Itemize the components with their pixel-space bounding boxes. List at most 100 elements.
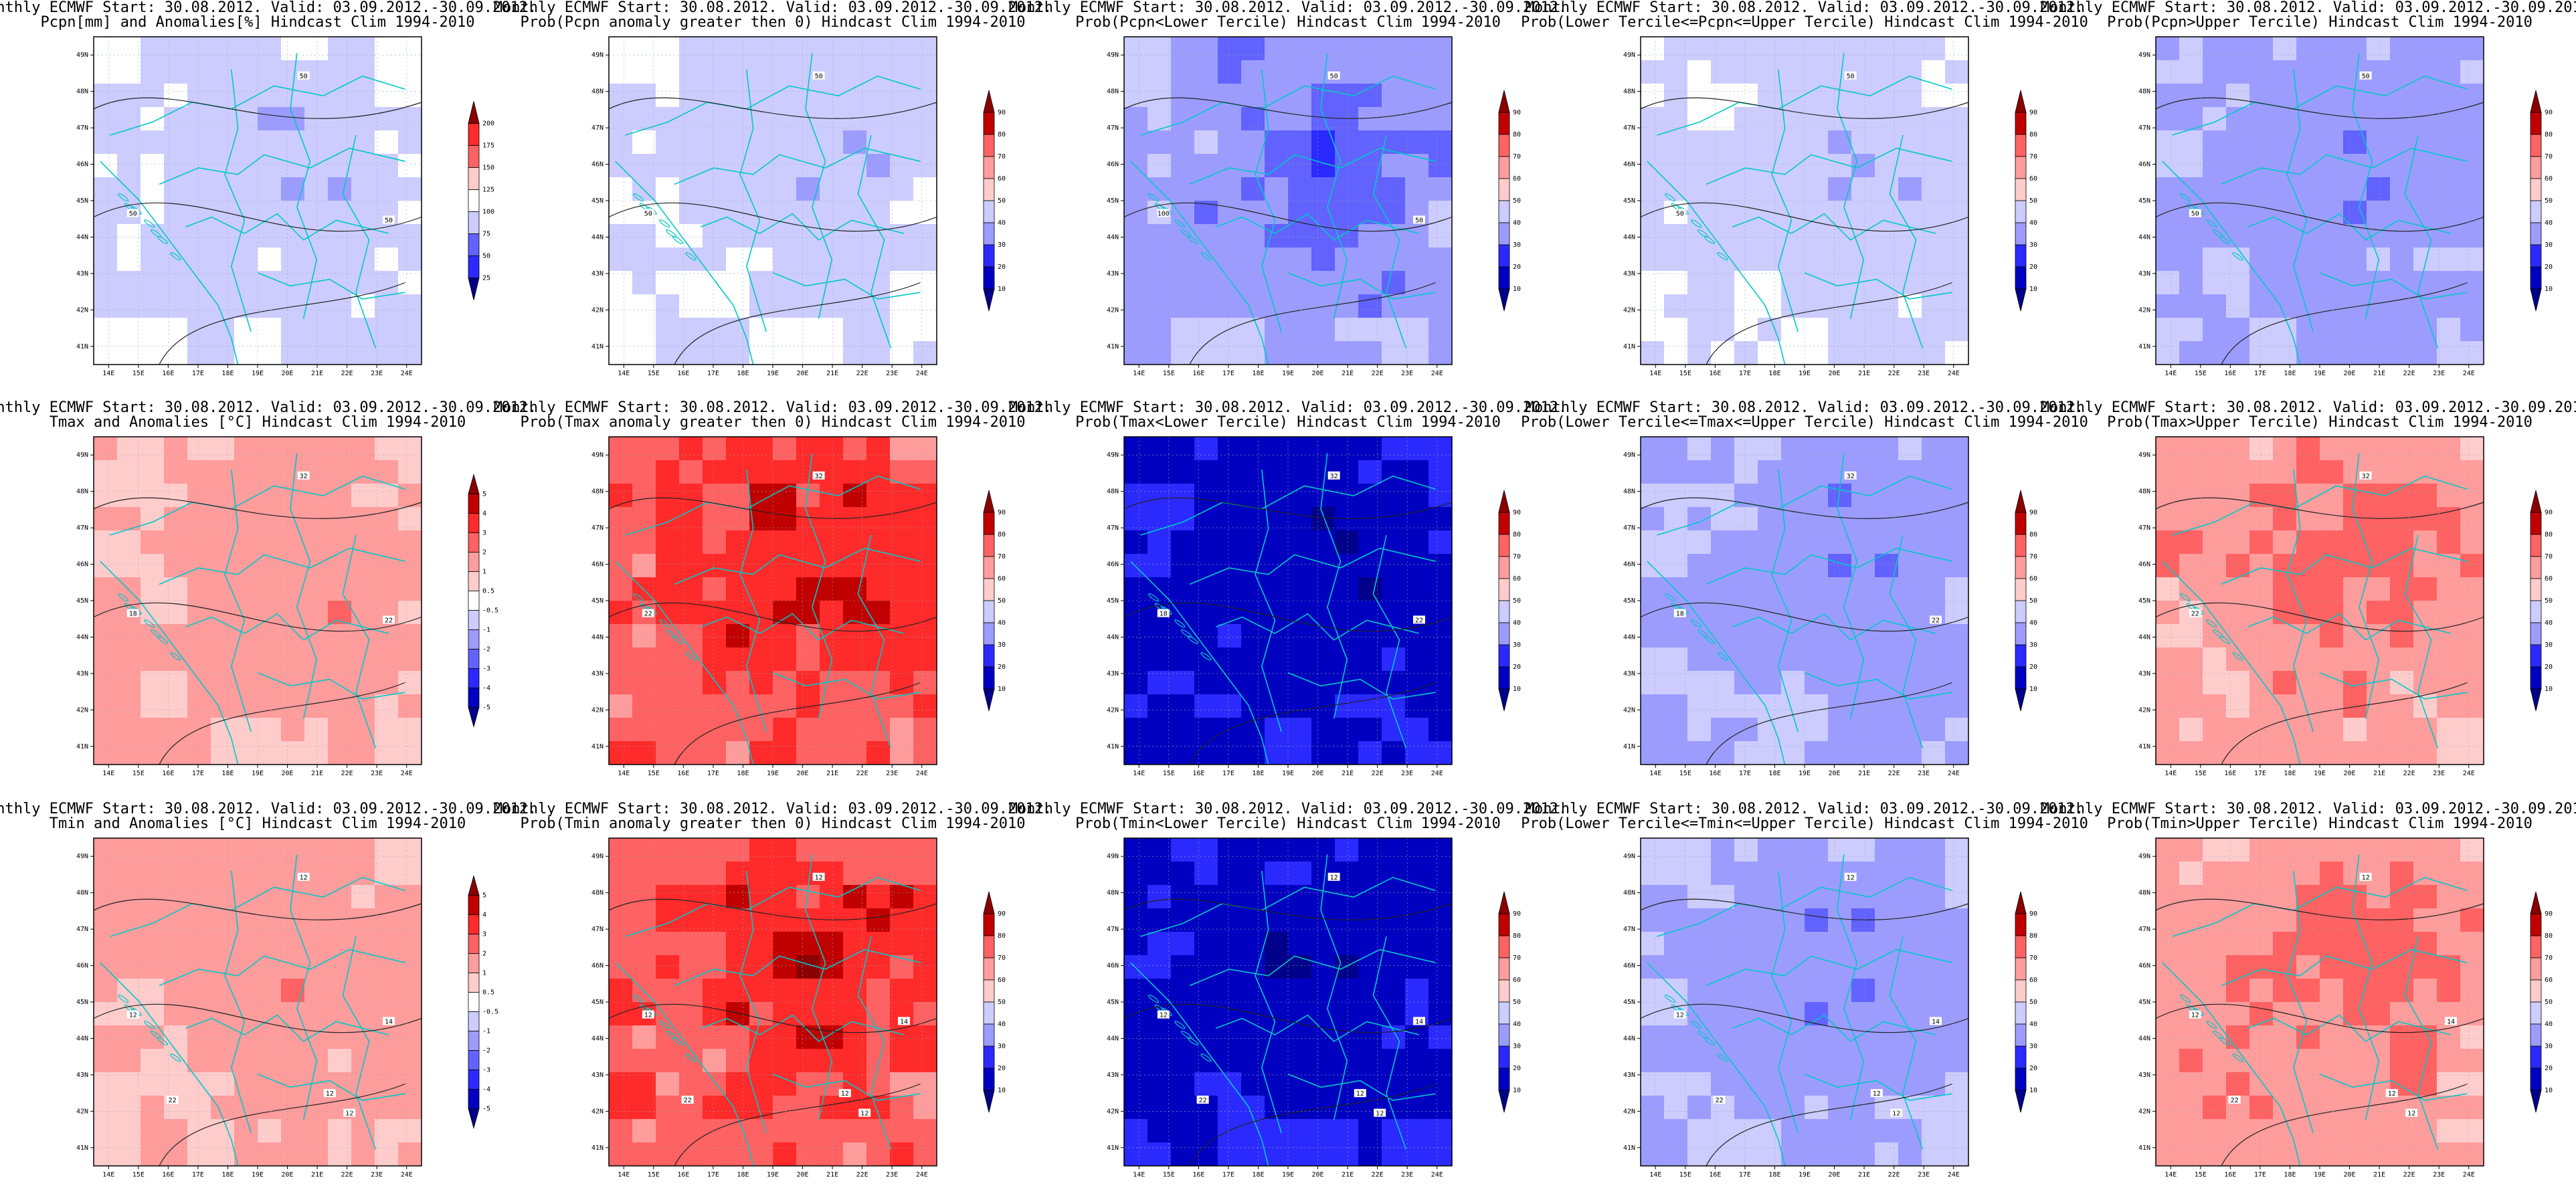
colorbar-label: 10 bbox=[998, 286, 1006, 293]
lat-tick-label: 41N bbox=[76, 343, 88, 350]
contour-label: 32 bbox=[1330, 473, 1338, 480]
lon-tick-label: 23E bbox=[886, 770, 898, 777]
lat-tick-label: 44N bbox=[1107, 233, 1119, 241]
contour-label: 12 bbox=[2191, 1012, 2199, 1019]
lon-tick-label: 22E bbox=[856, 770, 868, 777]
contour-label: 12 bbox=[300, 874, 308, 882]
lon-tick-label: 24E bbox=[2463, 370, 2475, 377]
contour-label: 12 bbox=[1676, 1012, 1684, 1019]
colorbar-label: 70 bbox=[2029, 955, 2037, 962]
colorbar-label: 20 bbox=[998, 1065, 1006, 1072]
colorbar-label: 90 bbox=[2029, 509, 2037, 516]
lat-tick-label: 48N bbox=[76, 88, 88, 96]
colorbar-label: 70 bbox=[2545, 553, 2553, 561]
contour-label: 50 bbox=[815, 73, 823, 80]
lon-tick-label: 16E bbox=[1709, 370, 1721, 377]
lat-tick-label: 42N bbox=[1623, 1108, 1635, 1115]
colorbar-label: 0.5 bbox=[482, 989, 494, 997]
colorbar-label: 10 bbox=[1513, 686, 1521, 693]
lon-tick-label: 19E bbox=[1282, 1171, 1294, 1179]
colorbar-label: 70 bbox=[1513, 553, 1521, 561]
lat-tick-label: 49N bbox=[591, 52, 604, 59]
lon-tick-label: 24E bbox=[401, 770, 413, 777]
lat-tick-label: 47N bbox=[2138, 524, 2150, 532]
contour-label: 50 bbox=[385, 217, 393, 224]
map-axes: 14E 15E 16E 17E 18E 19E 20E 21E 22E 23E 24E 49N 48N 4… bbox=[1623, 36, 1969, 377]
lat-tick-label: 43N bbox=[1107, 670, 1119, 678]
lon-tick-label: 14E bbox=[2165, 770, 2177, 777]
lat-tick-label: 47N bbox=[2138, 926, 2150, 933]
lon-tick-label: 15E bbox=[1163, 1171, 1175, 1179]
lon-tick-label: 22E bbox=[856, 370, 868, 377]
lat-tick-label: 45N bbox=[591, 597, 604, 605]
lat-tick-label: 44N bbox=[591, 633, 604, 641]
lat-tick-label: 41N bbox=[76, 743, 88, 750]
lat-tick-label: 45N bbox=[1623, 197, 1635, 205]
lon-tick-label: 17E bbox=[2254, 770, 2266, 777]
colorbar-label: 60 bbox=[2029, 977, 2037, 984]
lon-tick-label: 17E bbox=[2254, 370, 2266, 377]
lat-tick-label: 48N bbox=[76, 890, 88, 897]
country-borders bbox=[2162, 854, 2468, 1167]
contour-label: 32 bbox=[300, 473, 308, 480]
lat-tick-label: 42N bbox=[591, 706, 604, 714]
contour-label: 12 bbox=[2388, 1090, 2396, 1098]
colorbar-label: 30 bbox=[2545, 641, 2553, 649]
lat-tick-label: 47N bbox=[1107, 926, 1119, 933]
lon-tick-label: 16E bbox=[162, 770, 174, 777]
lat-tick-label: 49N bbox=[591, 853, 604, 860]
colorbar-label: 10 bbox=[998, 1087, 1006, 1094]
colorbar-label: 80 bbox=[2029, 932, 2037, 940]
lat-tick-label: 44N bbox=[1623, 633, 1635, 641]
lat-tick-label: 45N bbox=[76, 999, 88, 1006]
map-frame bbox=[1123, 436, 1453, 765]
panel-title-line1: Monthly ECMWF Start: 30.08.2012. Valid: … bbox=[1526, 0, 2084, 16]
colorbar-label: 80 bbox=[2545, 131, 2553, 138]
colorbar-label: 50 bbox=[998, 197, 1006, 205]
colorbar-label: 30 bbox=[2029, 1043, 2037, 1050]
lat-tick-label: 45N bbox=[2138, 597, 2150, 605]
colorbar-label: 50 bbox=[2029, 999, 2037, 1006]
lon-tick-label: 21E bbox=[826, 1171, 838, 1179]
contour-label: 18 bbox=[129, 611, 137, 618]
colorbar-label: 150 bbox=[482, 165, 494, 172]
lat-tick-label: 43N bbox=[1107, 1072, 1119, 1079]
lat-tick-label: 46N bbox=[2138, 161, 2150, 169]
contour-label: 50 bbox=[1847, 73, 1855, 80]
lon-tick-label: 21E bbox=[2373, 770, 2385, 777]
colorbar-label: 60 bbox=[1513, 977, 1521, 984]
colorbar-label: 90 bbox=[2545, 910, 2553, 918]
lon-tick-label: 21E bbox=[311, 370, 323, 377]
lat-tick-label: 46N bbox=[76, 561, 88, 569]
anomaly-field bbox=[1124, 838, 1453, 1167]
colorbar-label: 20 bbox=[998, 664, 1006, 671]
panel-title-line2: Prob(Pcpn>Upper Tercile) Hindcast Clim 1… bbox=[2107, 14, 2533, 31]
lon-tick-label: 23E bbox=[371, 370, 383, 377]
colorbar-label: 90 bbox=[2029, 109, 2037, 116]
map-panel: Monthly ECMWF Start: 30.08.2012. Valid: … bbox=[0, 399, 537, 777]
lat-tick-label: 44N bbox=[2138, 1035, 2150, 1042]
lon-tick-label: 20E bbox=[1312, 1171, 1324, 1179]
lon-tick-label: 19E bbox=[252, 370, 264, 377]
lat-tick-label: 46N bbox=[76, 963, 88, 970]
colorbar-label: 30 bbox=[2029, 241, 2037, 249]
country-borders bbox=[2162, 53, 2468, 365]
lon-tick-label: 20E bbox=[1829, 370, 1841, 377]
lat-tick-label: 47N bbox=[76, 124, 88, 132]
lat-tick-label: 49N bbox=[1107, 52, 1119, 59]
colorbar-label: 80 bbox=[2029, 531, 2037, 538]
contour-label: 22 bbox=[2191, 611, 2199, 618]
contour-label: 14 bbox=[1415, 1018, 1423, 1025]
climatology-contours: 32 22 bbox=[2155, 471, 2484, 765]
lon-tick-label: 21E bbox=[2373, 370, 2385, 377]
map-frame bbox=[608, 837, 937, 1167]
lat-tick-label: 46N bbox=[591, 963, 604, 970]
contour-label: 12 bbox=[1160, 1012, 1168, 1019]
colorbar-label: 20 bbox=[2029, 1065, 2037, 1072]
lat-tick-label: 41N bbox=[2138, 1144, 2150, 1152]
map-frame bbox=[1640, 837, 1969, 1167]
colorbar-label: 40 bbox=[998, 619, 1006, 627]
lat-tick-label: 41N bbox=[591, 343, 604, 350]
lon-tick-label: 18E bbox=[2284, 1171, 2296, 1179]
contour-label: 22 bbox=[644, 611, 652, 618]
